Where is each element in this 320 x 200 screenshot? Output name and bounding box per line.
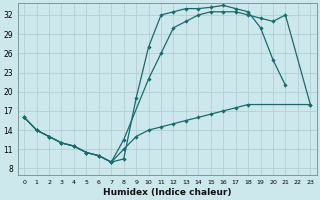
X-axis label: Humidex (Indice chaleur): Humidex (Indice chaleur): [103, 188, 231, 197]
